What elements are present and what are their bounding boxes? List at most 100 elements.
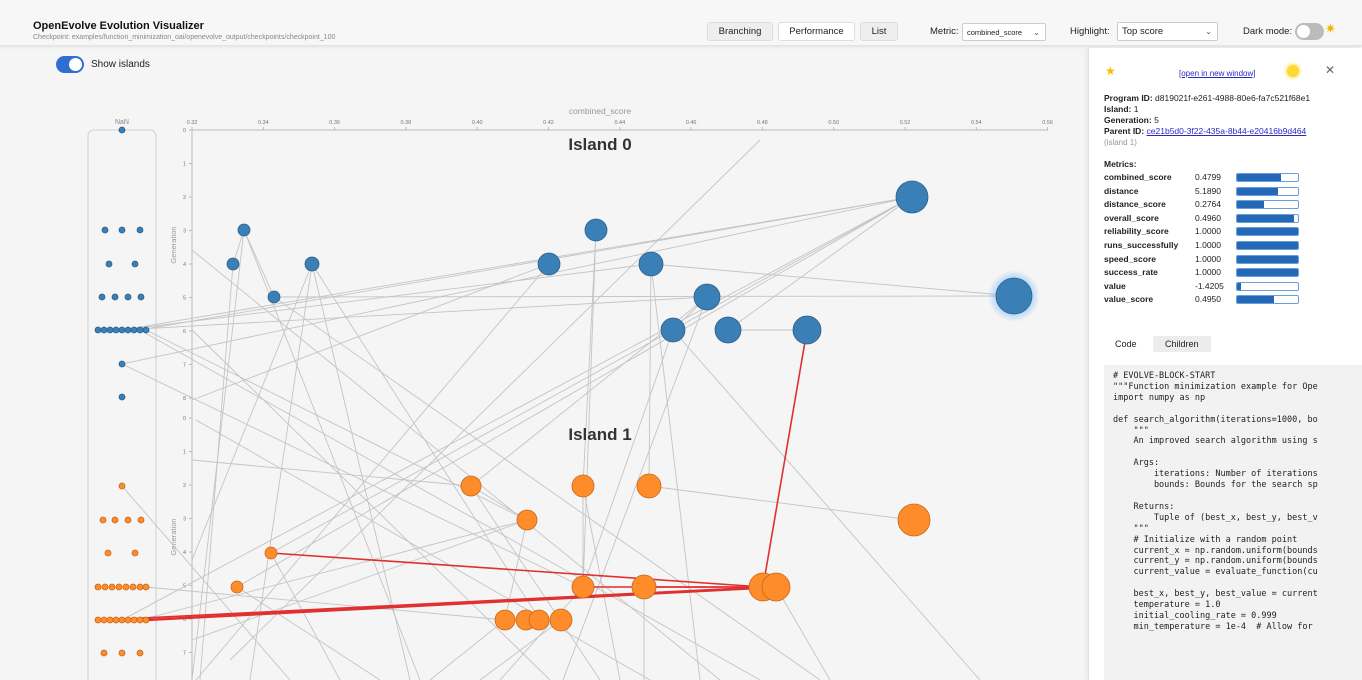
program-node[interactable] <box>115 583 123 591</box>
program-node[interactable] <box>105 260 113 268</box>
graph-edge <box>582 229 597 588</box>
program-node[interactable] <box>100 326 108 334</box>
program-node[interactable] <box>122 583 130 591</box>
program-node[interactable] <box>112 326 120 334</box>
program-node[interactable] <box>137 293 145 301</box>
highlight-dot-icon[interactable] <box>1287 65 1299 77</box>
program-node[interactable] <box>264 546 278 560</box>
program-node[interactable] <box>118 393 126 401</box>
program-node[interactable] <box>98 293 106 301</box>
program-node[interactable] <box>136 226 144 234</box>
program-node[interactable] <box>230 580 244 594</box>
program-node[interactable] <box>118 360 126 368</box>
y-tick-label: 0 <box>183 128 186 134</box>
metric-select[interactable]: combined_score ⌄ <box>962 23 1046 41</box>
program-node[interactable] <box>94 583 102 591</box>
close-icon[interactable]: ✕ <box>1325 63 1336 77</box>
program-node[interactable] <box>118 482 126 490</box>
tab-list[interactable]: List <box>860 22 898 41</box>
program-node[interactable] <box>100 616 108 624</box>
program-node[interactable] <box>104 549 112 557</box>
program-node[interactable] <box>124 326 132 334</box>
program-node[interactable] <box>494 609 516 631</box>
program-node[interactable] <box>267 290 281 304</box>
program-node[interactable] <box>94 326 102 334</box>
program-node[interactable] <box>895 180 929 214</box>
program-node[interactable] <box>112 616 120 624</box>
program-node[interactable] <box>131 549 139 557</box>
program-node[interactable] <box>460 475 482 497</box>
program-node[interactable] <box>516 509 538 531</box>
open-in-new-window-link[interactable]: [open in new window] <box>1179 69 1256 78</box>
program-node[interactable] <box>124 516 132 524</box>
program-node[interactable] <box>111 516 119 524</box>
program-node[interactable] <box>99 516 107 524</box>
program-node[interactable] <box>136 649 144 657</box>
program-node[interactable] <box>130 616 138 624</box>
program-node[interactable] <box>638 251 664 277</box>
program-node[interactable] <box>142 583 150 591</box>
tab-branching[interactable]: Branching <box>707 22 773 41</box>
program-node[interactable] <box>636 473 662 499</box>
dark-mode-toggle[interactable] <box>1295 23 1324 40</box>
program-node[interactable] <box>136 583 144 591</box>
highlight-select-value: Top score <box>1122 26 1164 37</box>
program-node[interactable] <box>792 315 822 345</box>
program-node[interactable] <box>142 616 150 624</box>
show-islands-toggle[interactable] <box>56 56 84 73</box>
x-axis-ticks: 0.32 0.34 0.36 0.38 0.40 0.42 0.44 0.46 0.48 0.50… <box>187 120 1053 130</box>
program-node[interactable] <box>101 583 109 591</box>
graph-nodes[interactable] <box>94 126 1033 657</box>
program-node[interactable] <box>130 326 138 334</box>
program-node[interactable] <box>106 616 114 624</box>
program-node[interactable] <box>118 126 126 134</box>
program-node[interactable] <box>761 572 791 602</box>
program-node[interactable] <box>94 616 102 624</box>
program-node[interactable] <box>111 293 119 301</box>
tab-code[interactable]: Code <box>1115 339 1137 349</box>
program-node[interactable] <box>660 317 686 343</box>
program-node[interactable] <box>131 260 139 268</box>
tab-performance[interactable]: Performance <box>778 22 855 41</box>
program-node[interactable] <box>693 283 721 311</box>
program-node[interactable] <box>897 503 931 537</box>
program-node[interactable] <box>101 226 109 234</box>
program-node[interactable] <box>995 277 1033 315</box>
program-node[interactable] <box>304 256 320 272</box>
program-node[interactable] <box>136 326 144 334</box>
program-node[interactable] <box>106 326 114 334</box>
app-title: OpenEvolve Evolution Visualizer <box>33 20 204 32</box>
metric-bar-fill <box>1237 255 1298 263</box>
program-node[interactable] <box>142 326 150 334</box>
program-node[interactable] <box>136 616 144 624</box>
program-node[interactable] <box>537 252 561 276</box>
program-node[interactable] <box>129 583 137 591</box>
program-node[interactable] <box>108 583 116 591</box>
program-node[interactable] <box>631 574 657 600</box>
program-node[interactable] <box>118 649 126 657</box>
program-node[interactable] <box>237 223 251 237</box>
graph-edge <box>229 139 761 661</box>
evolution-graph[interactable]: NaN combined_score 0.32 0.34 0.36 0.38 0.40 0… <box>0 48 1088 680</box>
program-node[interactable] <box>528 609 550 631</box>
highlight-select[interactable]: Top score ⌄ <box>1117 22 1218 41</box>
program-node[interactable] <box>124 293 132 301</box>
program-node[interactable] <box>124 616 132 624</box>
metric-row: distance_score 0.2764 <box>1104 199 1354 211</box>
code-line: # Initialize with a random point <box>1113 534 1298 545</box>
program-node[interactable] <box>571 474 595 498</box>
program-node[interactable] <box>118 326 126 334</box>
program-node[interactable] <box>571 575 595 599</box>
code-line <box>1113 404 1362 415</box>
star-icon[interactable]: ★ <box>1105 64 1116 78</box>
program-node[interactable] <box>118 226 126 234</box>
program-node[interactable] <box>100 649 108 657</box>
program-node[interactable] <box>714 316 742 344</box>
parent-id-link[interactable]: ce21b5d0-3f22-435a-8b44-e20416b9d464 <box>1146 126 1307 136</box>
program-node[interactable] <box>118 616 126 624</box>
program-node[interactable] <box>226 257 240 271</box>
program-node[interactable] <box>584 218 608 242</box>
program-node[interactable] <box>137 516 145 524</box>
program-node[interactable] <box>549 608 573 632</box>
tab-children[interactable]: Children <box>1153 336 1211 352</box>
